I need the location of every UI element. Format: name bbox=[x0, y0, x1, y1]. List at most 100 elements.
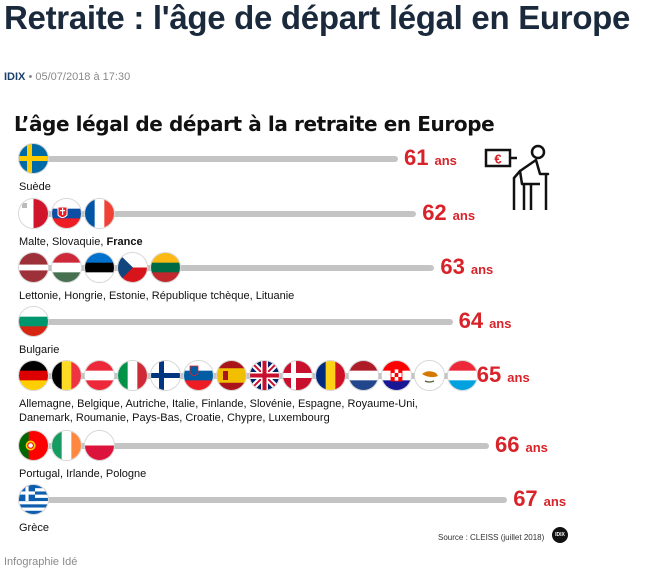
chart-title: L’âge légal de départ à la retraite en E… bbox=[14, 112, 495, 136]
country-name: France bbox=[106, 236, 143, 248]
flag-hr-icon bbox=[381, 360, 412, 391]
age-value-number: 61 bbox=[404, 145, 429, 170]
flag-cz-icon bbox=[117, 252, 148, 283]
retiree-with-euro-sign-icon: € bbox=[484, 144, 550, 210]
country-list: Allemagne, Belgique, Autriche, Italie, F… bbox=[19, 398, 418, 424]
flag-lu-icon bbox=[447, 360, 478, 391]
age-value-number: 62 bbox=[422, 200, 447, 225]
flag-group bbox=[18, 198, 117, 230]
flag-pl-icon bbox=[84, 430, 115, 461]
country-name: Irlande bbox=[66, 468, 100, 480]
country-name: Slovénie bbox=[249, 398, 292, 410]
flag-nl-icon bbox=[348, 360, 379, 391]
country-name: Lettonie bbox=[19, 290, 59, 302]
flag-ie-icon bbox=[51, 430, 82, 461]
country-name: Finlande bbox=[201, 398, 244, 410]
country-name: Pays-Bas bbox=[132, 412, 180, 424]
flag-gb-icon bbox=[249, 360, 280, 391]
flag-de-icon bbox=[18, 360, 49, 391]
country-name: Luxembourg bbox=[268, 412, 330, 424]
country-name: Estonie bbox=[108, 290, 146, 302]
article-byline: IDIX • 05/07/2018 à 17:30 bbox=[4, 71, 131, 83]
idix-logo: IDIX bbox=[552, 527, 568, 543]
flag-group bbox=[18, 484, 51, 516]
flag-at-icon bbox=[84, 360, 115, 391]
flag-ro-icon bbox=[315, 360, 346, 391]
age-value-number: 63 bbox=[440, 254, 465, 279]
age-value-unit: ans bbox=[543, 494, 567, 509]
age-value-number: 64 bbox=[458, 308, 484, 333]
article-author[interactable]: IDIX bbox=[4, 71, 26, 83]
flag-group bbox=[18, 252, 183, 284]
age-value-label: 61 ans bbox=[404, 145, 457, 171]
age-value-number: 66 bbox=[495, 432, 520, 457]
country-name: Grèce bbox=[19, 522, 49, 534]
age-value-number: 67 bbox=[513, 486, 538, 511]
flag-dk-icon bbox=[282, 360, 313, 391]
article-date: 05/07/2018 à 17:30 bbox=[35, 71, 131, 83]
country-list: Lettonie, Hongrie, Estonie, République t… bbox=[19, 290, 295, 302]
country-name: Chypre bbox=[226, 412, 263, 424]
flag-group bbox=[18, 360, 480, 392]
flag-group bbox=[18, 306, 51, 338]
age-value-label: 66 ans bbox=[495, 432, 548, 458]
flag-si-icon bbox=[183, 360, 214, 391]
infographic: L’âge légal de départ à la retraite en E… bbox=[0, 100, 648, 550]
age-value-unit: ans bbox=[525, 440, 548, 455]
infographic-credit: Infographie Idé bbox=[4, 556, 78, 568]
country-name: Belgique bbox=[77, 398, 120, 410]
country-name: Roumanie bbox=[75, 412, 127, 424]
country-name: Autriche bbox=[125, 398, 166, 410]
flag-bg-icon bbox=[18, 306, 49, 337]
age-bar bbox=[30, 443, 489, 449]
age-value-unit: ans bbox=[489, 316, 512, 331]
country-name: Suède bbox=[19, 181, 51, 193]
age-bar bbox=[30, 497, 508, 503]
age-value-label: 65 ans bbox=[477, 362, 530, 388]
age-value-unit: ans bbox=[434, 153, 457, 168]
flag-lv-icon bbox=[18, 252, 49, 283]
country-name: Allemagne bbox=[19, 398, 71, 410]
flag-it-icon bbox=[117, 360, 148, 391]
country-name: Pologne bbox=[105, 468, 147, 480]
flag-be-icon bbox=[51, 360, 82, 391]
age-value-label: 64 ans bbox=[459, 308, 512, 334]
country-name: Danemark bbox=[19, 412, 70, 424]
age-value-label: 67 ans bbox=[513, 486, 566, 512]
country-list: Suède bbox=[19, 180, 579, 194]
country-name: Croatie bbox=[185, 412, 221, 424]
flag-cy-icon bbox=[414, 360, 445, 391]
article-headline: Retraite : l'âge de départ légal en Euro… bbox=[4, 0, 631, 36]
age-bar bbox=[30, 319, 453, 325]
country-name: Portugal bbox=[19, 468, 60, 480]
flag-ee-icon bbox=[84, 252, 115, 283]
country-name: Bulgarie bbox=[19, 344, 60, 356]
country-list: Grèce bbox=[19, 521, 579, 535]
age-value-label: 62 ans bbox=[422, 200, 475, 226]
flag-gr-icon bbox=[18, 484, 49, 515]
country-name: Royaume-Uni bbox=[347, 398, 415, 410]
country-list: Malte, Slovaquie, France bbox=[19, 236, 143, 248]
country-name: Italie bbox=[171, 398, 196, 410]
country-name: Lituanie bbox=[255, 290, 295, 302]
flag-group bbox=[18, 143, 51, 175]
age-value-label: 63 ans bbox=[440, 254, 493, 280]
age-value-unit: ans bbox=[452, 208, 476, 223]
country-name: Malte bbox=[19, 236, 46, 248]
country-list: Bulgarie bbox=[19, 343, 579, 357]
flag-se-icon bbox=[18, 143, 49, 174]
country-name: Espagne bbox=[297, 398, 342, 410]
country-name: Hongrie bbox=[64, 290, 103, 302]
flag-fi-icon bbox=[150, 360, 181, 391]
age-bar bbox=[30, 211, 417, 217]
flag-es-icon bbox=[216, 360, 247, 391]
chart-source: Source : CLEISS (juillet 2018) bbox=[438, 533, 545, 542]
flag-group bbox=[18, 430, 117, 462]
flag-sk-icon bbox=[51, 198, 82, 229]
flag-fr-icon bbox=[84, 198, 115, 229]
age-value-unit: ans bbox=[507, 370, 530, 385]
country-name: Slovaquie bbox=[52, 236, 101, 248]
age-bar bbox=[30, 156, 398, 162]
country-name: République tchèque bbox=[151, 290, 250, 302]
age-bar bbox=[30, 265, 435, 271]
